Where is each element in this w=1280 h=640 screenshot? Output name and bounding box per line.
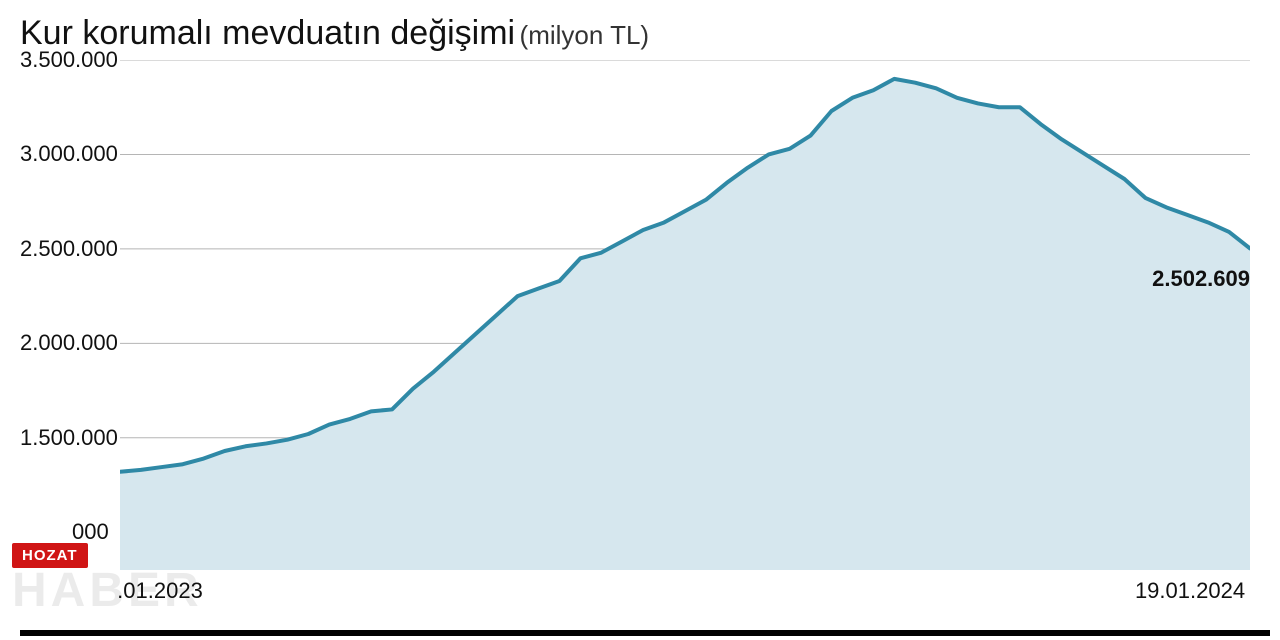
y-tick-label: 3.500.000 [0, 47, 114, 73]
y-tick-label: 1.500.000 [0, 425, 114, 451]
x-axis-labels: .01.202319.01.2024 [120, 60, 1250, 620]
chart-title-unit: (milyon TL) [520, 20, 650, 50]
bottom-baseline [20, 630, 1270, 636]
y-tick-label: 3.000.000 [0, 141, 114, 167]
y-tick-label: 2.000.000 [0, 330, 114, 356]
chart-container: 0001.500.0002.000.0002.500.0003.000.0003… [0, 60, 1280, 620]
end-value-label: 2.502.609 [1152, 266, 1250, 292]
x-tick-label: 19.01.2024 [1135, 578, 1245, 604]
y-axis-labels: 0001.500.0002.000.0002.500.0003.000.0003… [0, 60, 120, 570]
watermark-text: HABER [12, 563, 203, 618]
y-tick-label: 000 [0, 519, 114, 545]
y-tick-label: 2.500.000 [0, 236, 114, 262]
